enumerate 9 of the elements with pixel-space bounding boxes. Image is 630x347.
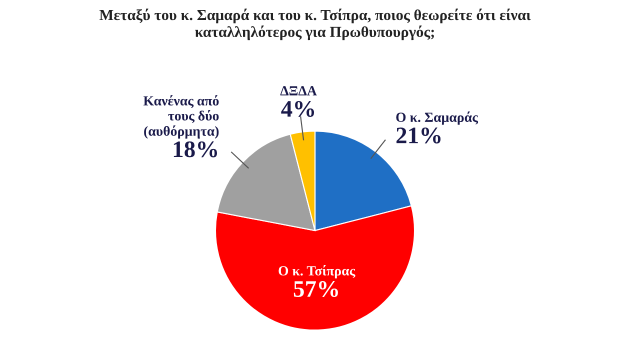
slice-label: Κανένας από τους δύο (αυθόρμητα) <box>143 95 219 139</box>
data-label: 18% <box>174 141 218 158</box>
data-label: 4% <box>281 100 314 117</box>
data-label: 57% <box>294 281 338 298</box>
chart-title: Μεταξύ του κ. Σαμαρά και του κ. Τσίπρα, ποιος θεωρείτε ότι είναι καταλληλότερος για Πρωθυπουργός; <box>99 8 531 40</box>
slice-label: ΔΞΔΑ <box>280 86 317 96</box>
slice-label: Ο κ. Τσίπρας <box>278 265 356 278</box>
slice-label: Ο κ. Σαμαράς <box>396 112 478 125</box>
data-label: 21% <box>396 127 441 144</box>
